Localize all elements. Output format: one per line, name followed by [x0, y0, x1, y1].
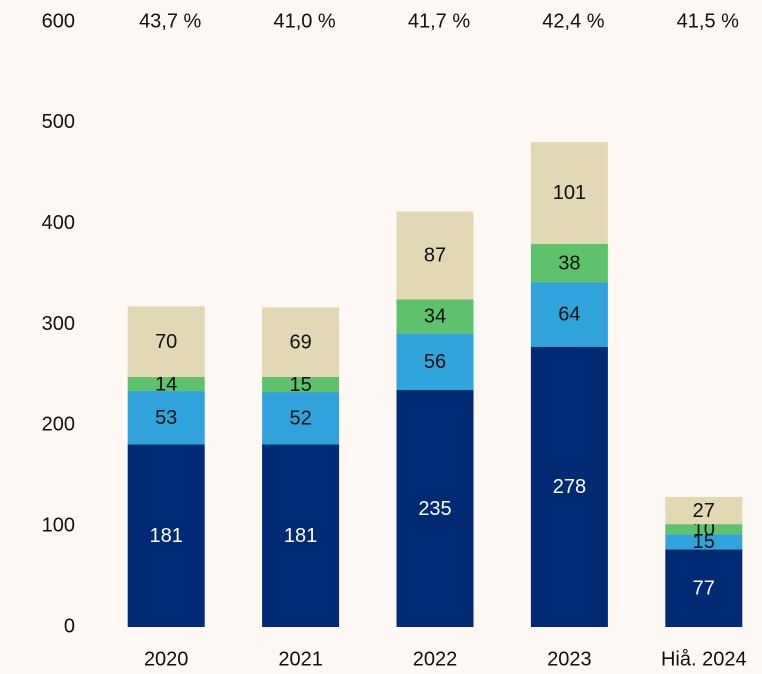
bar-segment — [396, 390, 474, 627]
bar-segment — [530, 141, 608, 244]
data-label: 14 — [155, 373, 177, 395]
bar-segment — [262, 444, 340, 627]
bar-segment — [530, 346, 608, 627]
top-label: 41,0 % — [273, 10, 335, 32]
data-label: 34 — [424, 306, 446, 328]
bar-segment — [396, 211, 474, 300]
data-label: 15 — [289, 374, 311, 396]
x-tick-label: Hiå. 2024 — [661, 648, 747, 670]
data-label: 181 — [284, 525, 317, 547]
x-tick-label: 2023 — [547, 648, 592, 670]
y-tick-label: 0 — [64, 615, 75, 637]
top-label: 41,7 % — [408, 10, 470, 32]
data-label: 278 — [553, 476, 586, 498]
bar-segment — [127, 376, 205, 392]
y-tick-label: 100 — [42, 514, 75, 536]
bar-segment — [262, 376, 340, 393]
y-tick-label: 400 — [42, 212, 75, 234]
y-tick-label: 600 — [42, 10, 75, 32]
data-label: 64 — [558, 304, 580, 326]
bar-segment — [127, 306, 205, 377]
data-label: 70 — [155, 331, 177, 353]
data-label: 56 — [424, 351, 446, 373]
y-tick-label: 500 — [42, 111, 75, 133]
bar-segment — [262, 307, 340, 377]
bar-segment — [665, 534, 743, 550]
data-label: 15 — [693, 531, 715, 553]
x-tick-label: 2020 — [144, 648, 189, 670]
bar-segment — [396, 333, 474, 391]
x-tick-label: 2022 — [413, 648, 458, 670]
data-label: 27 — [693, 500, 715, 522]
bar-segment — [665, 524, 743, 535]
bar-segment — [262, 392, 340, 445]
y-tick-label: 300 — [42, 313, 75, 335]
y-tick-label: 200 — [42, 414, 75, 436]
data-label: 53 — [155, 407, 177, 429]
bar-segment — [127, 444, 205, 627]
x-tick-label: 2021 — [278, 648, 323, 670]
data-label: 101 — [553, 182, 586, 204]
bar-segment — [127, 391, 205, 445]
data-label: 235 — [418, 498, 451, 520]
top-label: 42,4 % — [542, 10, 604, 32]
bar-segment — [530, 282, 608, 347]
data-label: 181 — [150, 525, 183, 547]
top-label: 41,5 % — [677, 10, 739, 32]
data-label: 77 — [693, 577, 715, 599]
top-label: 43,7 % — [139, 10, 201, 32]
bar-segment — [530, 243, 608, 283]
data-label: 38 — [558, 252, 580, 274]
data-label: 52 — [289, 408, 311, 430]
data-label: 87 — [424, 245, 446, 267]
bar-segment — [665, 549, 743, 627]
bar-segment — [665, 496, 743, 525]
bar-segment — [396, 299, 474, 334]
data-label: 69 — [289, 331, 311, 353]
